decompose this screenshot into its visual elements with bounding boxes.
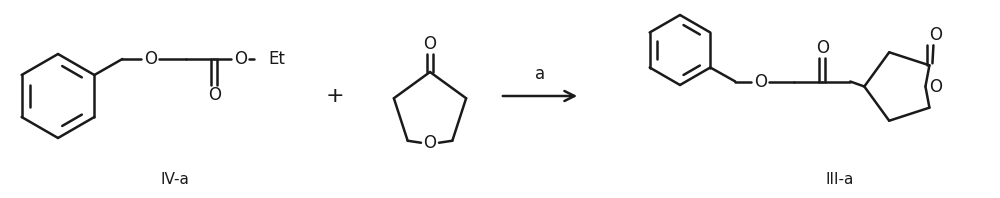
Text: O: O — [144, 50, 157, 68]
Text: +: + — [326, 86, 344, 106]
Text: O: O — [816, 38, 829, 56]
Text: III-a: III-a — [826, 172, 854, 188]
Text: O: O — [929, 77, 942, 95]
Text: O: O — [424, 134, 437, 152]
Text: O: O — [929, 26, 942, 44]
Text: O: O — [234, 50, 247, 68]
Text: a: a — [535, 65, 545, 83]
Text: IV-a: IV-a — [161, 172, 189, 188]
Text: Et: Et — [268, 50, 285, 68]
Text: O: O — [208, 86, 221, 104]
Text: O: O — [754, 72, 767, 90]
Text: O: O — [424, 35, 437, 53]
